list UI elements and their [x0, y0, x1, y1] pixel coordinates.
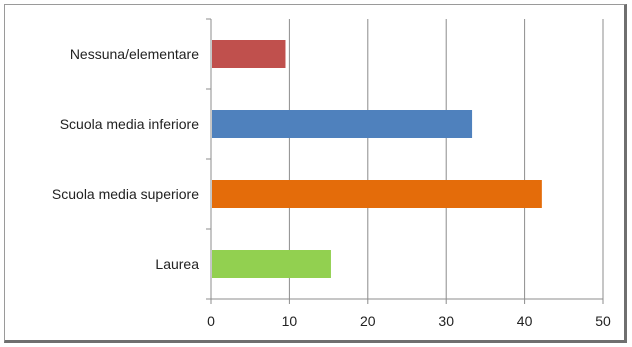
bar-laurea	[212, 250, 331, 278]
x-tick-label-30: 30	[438, 313, 454, 329]
x-tick-label-20: 20	[360, 313, 376, 329]
bar-chart: Nessuna/elementare Scuola media inferiore…	[52, 18, 611, 329]
x-tick-label-10: 10	[282, 313, 298, 329]
category-label-scuola-media-superiore: Scuola media superiore	[52, 186, 199, 202]
bar-nessuna-elementare	[212, 40, 286, 68]
category-label-laurea: Laurea	[155, 256, 199, 272]
x-tick-label-0: 0	[207, 313, 215, 329]
category-label-nessuna-elementare: Nessuna/elementare	[70, 46, 199, 62]
x-tick-label-50: 50	[595, 313, 611, 329]
x-tick-label-40: 40	[517, 313, 533, 329]
bar-scuola-media-inferiore	[212, 110, 473, 138]
category-label-scuola-media-inferiore: Scuola media inferiore	[60, 116, 200, 132]
bar-scuola-media-superiore	[212, 180, 542, 208]
chart-frame: Nessuna/elementare Scuola media inferiore…	[4, 4, 627, 343]
